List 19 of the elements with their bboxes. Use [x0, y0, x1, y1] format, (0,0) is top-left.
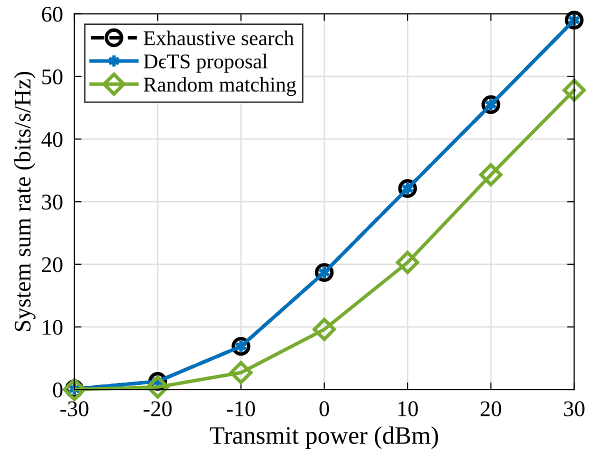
y-tick-label: 50 — [42, 69, 62, 84]
y-tick-label: 10 — [42, 320, 62, 335]
legend-label: Random matching — [144, 76, 296, 96]
y-axis-title: System sum rate (bits/s/Hz) — [14, 72, 36, 331]
x-tick-label: 0 — [320, 401, 329, 416]
y-tick-label: 20 — [42, 257, 62, 272]
y-tick-label: 40 — [41, 132, 62, 147]
y-tick-label: 60 — [42, 6, 62, 22]
x-tick-label: -20 — [144, 401, 172, 416]
x-tick-label: 20 — [480, 401, 502, 416]
x-axis-title: Transmit power (dBm) — [210, 426, 438, 450]
x-tick-label: -30 — [60, 401, 88, 416]
y-tick-label: 0 — [53, 382, 62, 398]
legend-label: DϵTS proposal — [144, 54, 268, 73]
x-tick-label: 30 — [564, 401, 584, 416]
x-tick-label: -10 — [226, 401, 255, 416]
y-tick-label: 30 — [42, 194, 62, 210]
x-tick-label: 10 — [398, 401, 418, 416]
legend-label: Exhaustive search — [144, 30, 294, 46]
